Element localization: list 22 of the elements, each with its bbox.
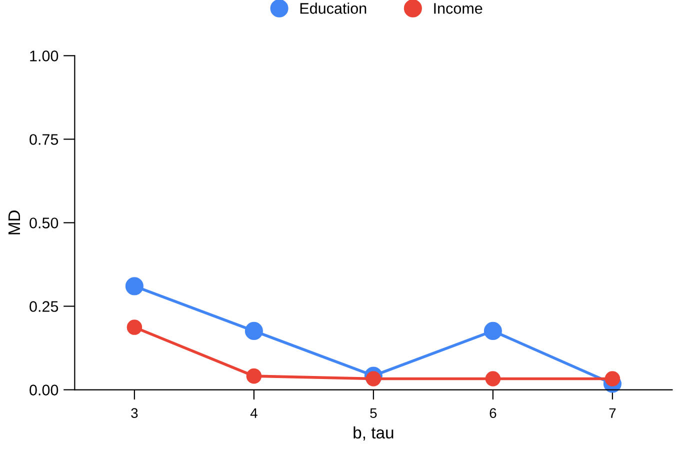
- y-tick-label: 0.50: [30, 218, 58, 228]
- y-tick-label: 0.00: [30, 384, 58, 396]
- x-tick-label: 7: [609, 408, 616, 418]
- point: [125, 277, 144, 296]
- y-tick-label: 1.00: [30, 50, 58, 62]
- point: [604, 371, 620, 386]
- y-tick-label: 0.75: [30, 134, 58, 145]
- x-tick-label: 6: [490, 408, 496, 418]
- x-tick-label: 3: [131, 408, 138, 418]
- x-tick-label: 5: [370, 408, 377, 418]
- point: [484, 322, 502, 340]
- y-tick-label: 0.25: [30, 301, 58, 312]
- legend-label: Education: [300, 2, 366, 14]
- point: [366, 371, 382, 386]
- point: [244, 322, 263, 340]
- point: [126, 320, 142, 335]
- point: [246, 368, 262, 384]
- y-axis-title: MD: [8, 210, 20, 234]
- x-tick-label: 4: [250, 408, 258, 418]
- point: [485, 371, 501, 386]
- legend-label: Income: [434, 3, 482, 14]
- x-axis-title: b, tau: [354, 426, 394, 441]
